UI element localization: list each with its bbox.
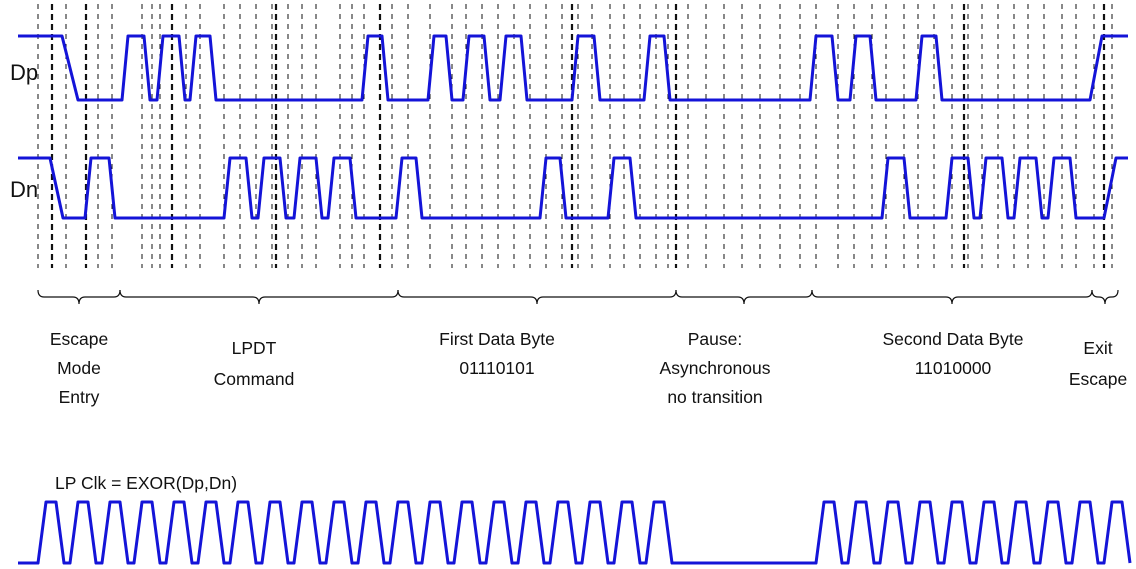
- phase-brace: [37, 289, 121, 305]
- phase-second-data-byte: Second Data Byte 11010000: [882, 329, 1023, 378]
- phase-line: Second Data Byte: [882, 329, 1023, 349]
- phase-brace: [1091, 289, 1119, 305]
- phase-brace: [811, 289, 1093, 305]
- phase-brace: [119, 289, 399, 305]
- phase-first-data-byte: First Data Byte 01110101: [439, 329, 555, 378]
- dn-waveform: [18, 156, 1128, 220]
- phase-line: First Data Byte: [439, 329, 555, 349]
- phase-exit-escape: Exit Escape: [1069, 338, 1127, 389]
- phase-line: no transition: [667, 387, 762, 407]
- phase-line: Escape: [50, 329, 108, 349]
- phase-line: Entry: [59, 387, 100, 407]
- lp-clk-label: LP Clk = EXOR(Dp,Dn): [55, 473, 237, 493]
- lp-clk-waveform: [18, 500, 1132, 565]
- dp-waveform: [18, 34, 1128, 102]
- phase-line: Escape: [1069, 369, 1127, 389]
- phase-brace: [397, 289, 677, 305]
- phase-pause: Pause: Asynchronous no transition: [660, 329, 771, 407]
- phase-line: Pause:: [688, 329, 742, 349]
- timing-guides: [37, 4, 1113, 268]
- phase-line: Mode: [57, 358, 101, 378]
- phase-escape-mode-entry: Escape Mode Entry: [50, 329, 108, 407]
- dn-label: Dn: [10, 177, 38, 202]
- dp-label: Dp: [10, 60, 38, 85]
- phase-lpdt-command: LPDT Command: [214, 338, 295, 389]
- phase-line: Asynchronous: [660, 358, 771, 378]
- phase-line: Exit: [1083, 338, 1112, 358]
- phase-line: Command: [214, 369, 295, 389]
- phase-line: 01110101: [459, 358, 534, 378]
- phase-line: LPDT: [232, 338, 277, 358]
- phase-line: 11010000: [915, 358, 992, 378]
- phase-brace: [675, 289, 813, 305]
- phase-braces: [37, 289, 1119, 305]
